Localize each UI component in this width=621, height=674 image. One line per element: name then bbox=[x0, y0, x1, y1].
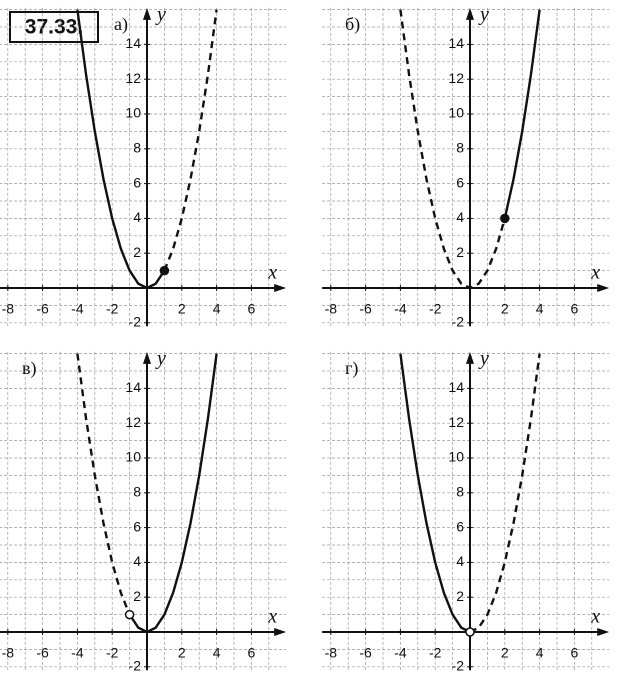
y-tick-label: 12 bbox=[125, 414, 141, 430]
curve bbox=[163, 9, 218, 272]
x-axis-label: x bbox=[590, 606, 600, 628]
y-tick-label: 10 bbox=[125, 105, 141, 121]
x-tick-label: -6 bbox=[36, 645, 49, 661]
x-tick-label: -8 bbox=[325, 301, 338, 317]
point bbox=[500, 213, 510, 224]
y-tick-label: 6 bbox=[456, 518, 464, 534]
x-tick-label: -4 bbox=[71, 645, 84, 661]
y-tick-label: -2 bbox=[452, 658, 465, 674]
x-axis-label: x bbox=[267, 606, 277, 628]
point bbox=[159, 265, 170, 276]
curve bbox=[503, 9, 541, 219]
x-arrow bbox=[274, 628, 287, 636]
panel-label: а) bbox=[114, 14, 128, 35]
x-tick-label: 2 bbox=[501, 301, 509, 317]
y-tick-label: 8 bbox=[133, 140, 141, 156]
curve bbox=[128, 353, 218, 634]
curve bbox=[399, 353, 471, 634]
panel: x y в) -8 -6 -4 -2 2 4 6 -2 2 4 6 8 10 12 14 bbox=[0, 347, 287, 674]
y-tick-label: 14 bbox=[125, 379, 141, 395]
x-tick-label: 4 bbox=[213, 301, 221, 317]
curve bbox=[399, 9, 506, 290]
y-axis-label: y bbox=[478, 347, 489, 369]
y-axis-label: y bbox=[478, 3, 489, 25]
curve bbox=[76, 353, 131, 616]
point bbox=[465, 627, 475, 637]
y-arrow bbox=[143, 351, 151, 364]
x-axis-label: x bbox=[590, 262, 600, 284]
y-tick-label: 12 bbox=[125, 70, 141, 86]
x-tick-label: -4 bbox=[394, 645, 407, 661]
x-tick-label: 4 bbox=[536, 301, 544, 317]
panel: x y г) -8 -6 -4 -2 2 4 6 -2 2 4 6 8 10 12 14 bbox=[322, 347, 610, 674]
panel-label: б) bbox=[345, 14, 360, 35]
x-arrow bbox=[597, 284, 610, 292]
y-tick-label: 12 bbox=[448, 70, 464, 86]
x-tick-label: 6 bbox=[248, 301, 256, 317]
x-arrow bbox=[274, 284, 287, 292]
x-arrow bbox=[597, 628, 610, 636]
y-tick-label: 10 bbox=[448, 449, 464, 465]
x-tick-label: -2 bbox=[106, 645, 119, 661]
y-tick-label: -2 bbox=[129, 314, 142, 330]
x-tick-label: 2 bbox=[178, 645, 186, 661]
y-tick-label: 12 bbox=[448, 414, 464, 430]
x-tick-label: -2 bbox=[106, 301, 119, 317]
y-tick-label: 4 bbox=[456, 209, 464, 225]
panel-label: г) bbox=[345, 358, 358, 379]
y-tick-label: 4 bbox=[133, 209, 141, 225]
x-tick-label: -8 bbox=[325, 645, 338, 661]
y-tick-label: 8 bbox=[133, 484, 141, 500]
y-tick-label: 14 bbox=[448, 35, 464, 51]
y-tick-label: 14 bbox=[448, 379, 464, 395]
x-tick-label: -6 bbox=[359, 301, 372, 317]
curve bbox=[469, 353, 541, 634]
y-tick-label: 6 bbox=[456, 174, 464, 190]
x-tick-label: -6 bbox=[36, 301, 49, 317]
y-arrow bbox=[466, 7, 474, 20]
x-tick-label: -4 bbox=[394, 301, 407, 317]
y-tick-label: 4 bbox=[133, 553, 141, 569]
point bbox=[124, 609, 135, 620]
curve bbox=[76, 9, 166, 290]
y-tick-label: 6 bbox=[133, 174, 141, 190]
x-tick-label: 6 bbox=[571, 301, 579, 317]
y-tick-label: 4 bbox=[456, 553, 464, 569]
x-tick-label: -8 bbox=[2, 301, 15, 317]
y-tick-label: 2 bbox=[133, 244, 141, 260]
y-arrow bbox=[466, 351, 474, 364]
x-tick-label: -4 bbox=[71, 301, 84, 317]
x-tick-label: -6 bbox=[359, 645, 372, 661]
y-tick-label: 8 bbox=[456, 484, 464, 500]
panel: x y а) -8 -6 -4 -2 2 4 6 -2 2 4 6 8 10 12 14 bbox=[0, 3, 287, 330]
x-tick-label: 2 bbox=[501, 645, 509, 661]
x-tick-label: 6 bbox=[571, 645, 579, 661]
panel-label: в) bbox=[22, 358, 37, 379]
x-tick-label: 4 bbox=[213, 645, 221, 661]
panel: x y б) -8 -6 -4 -2 2 4 6 -2 2 4 6 8 10 12 14 bbox=[322, 3, 610, 330]
y-tick-label: 2 bbox=[456, 588, 464, 604]
x-tick-label: -2 bbox=[429, 301, 442, 317]
y-tick-label: 8 bbox=[456, 140, 464, 156]
y-tick-label: 14 bbox=[125, 35, 141, 51]
y-tick-label: -2 bbox=[452, 314, 465, 330]
y-arrow bbox=[143, 7, 151, 20]
y-tick-label: 10 bbox=[125, 449, 141, 465]
y-tick-label: 2 bbox=[133, 588, 141, 604]
x-axis-label: x bbox=[267, 262, 277, 284]
x-tick-label: 6 bbox=[248, 645, 256, 661]
y-tick-label: -2 bbox=[129, 658, 142, 674]
y-tick-label: 2 bbox=[456, 244, 464, 260]
y-axis-label: y bbox=[155, 347, 166, 369]
y-tick-label: 6 bbox=[133, 518, 141, 534]
exercise-number: 37.33. bbox=[25, 16, 83, 39]
y-axis-label: y bbox=[155, 3, 166, 25]
y-tick-label: 10 bbox=[448, 105, 464, 121]
x-tick-label: -8 bbox=[2, 645, 15, 661]
x-tick-label: -2 bbox=[429, 645, 442, 661]
x-tick-label: 4 bbox=[536, 645, 544, 661]
x-tick-label: 2 bbox=[178, 301, 186, 317]
